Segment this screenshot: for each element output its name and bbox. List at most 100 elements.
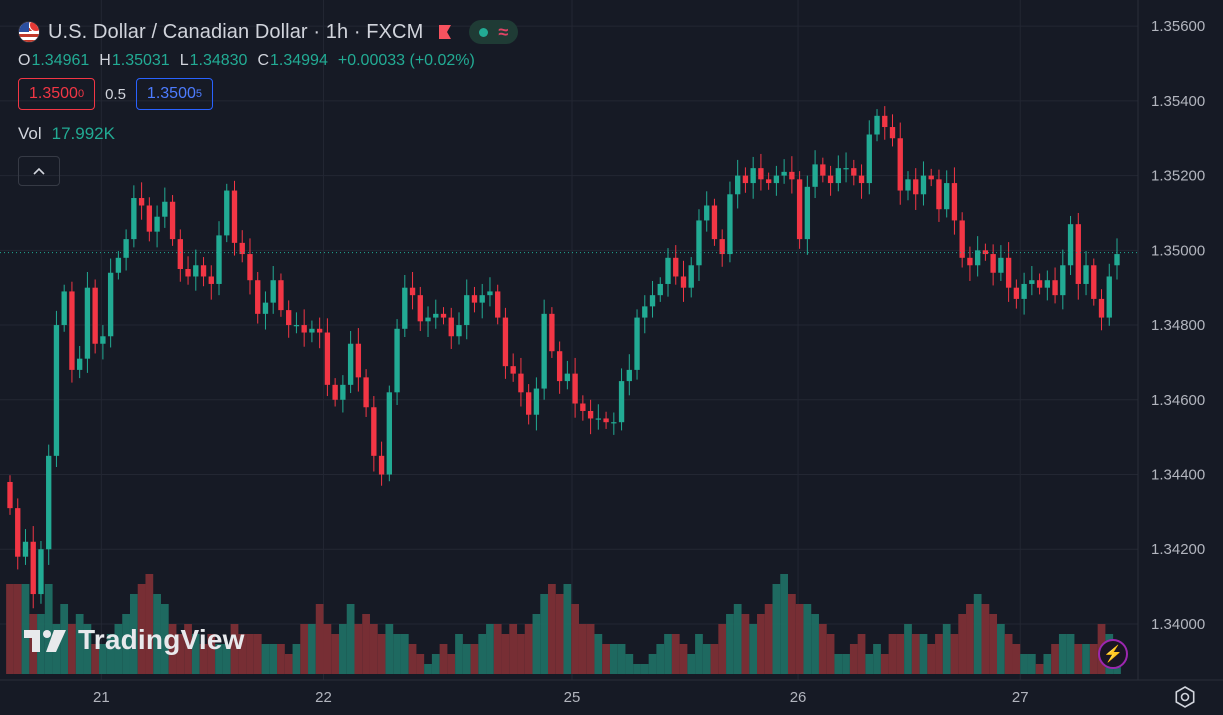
volume-bar <box>486 624 494 674</box>
candle-body <box>719 239 725 255</box>
volume-bar <box>764 604 773 674</box>
volume-bar <box>981 604 990 674</box>
volume-bar <box>354 624 363 674</box>
volume-bar <box>215 644 223 674</box>
volume-bar <box>424 664 432 674</box>
candle-body <box>363 377 369 408</box>
candle-body <box>316 328 323 333</box>
volume-bar <box>60 604 69 674</box>
volume-bar <box>431 654 440 674</box>
candle-body <box>673 257 679 277</box>
candle-body <box>982 250 989 255</box>
candle-body <box>572 373 578 404</box>
candle-body <box>820 164 826 176</box>
tradingview-logo[interactable]: TradingView <box>22 624 245 656</box>
sell-price: 1.3500 <box>29 85 78 102</box>
volume-bar <box>656 644 665 674</box>
candle-body <box>440 313 447 318</box>
volume-bar <box>586 624 595 674</box>
change-value: +0.00033 (+0.02%) <box>337 52 475 69</box>
candle-body <box>618 381 625 423</box>
volume-bar <box>6 584 14 674</box>
red-flag-icon[interactable] <box>437 24 453 40</box>
data-delay-wave-icon: ≈ <box>498 22 509 42</box>
price-axis-background <box>1138 0 1223 680</box>
volume-bar <box>106 634 115 674</box>
candle-body <box>456 325 462 337</box>
volume-bar <box>284 654 293 674</box>
symbol-title-row[interactable]: U.S. Dollar / Canadian Dollar · 1h · FXC… <box>18 18 519 46</box>
candle-body <box>704 205 710 221</box>
volume-bar <box>416 654 425 674</box>
candle-body <box>433 313 439 318</box>
sell-price-pip: 0 <box>77 88 85 100</box>
volume-bar <box>795 604 804 674</box>
volume-bar <box>91 644 100 674</box>
volume-bar <box>857 634 866 674</box>
candle-body <box>471 295 478 303</box>
sell-button[interactable]: 1.3500 0 <box>18 78 96 110</box>
lightning-button[interactable]: ⚡ <box>1098 639 1128 669</box>
volume-bar <box>648 654 657 674</box>
candle-body <box>773 175 780 184</box>
candle-body <box>92 287 98 344</box>
candle-body <box>131 198 137 240</box>
low-value: 1.34830 <box>189 52 248 69</box>
candle-body <box>882 115 888 128</box>
volume-bar <box>919 634 928 674</box>
volume-bar <box>896 634 905 674</box>
volume-bar <box>787 594 796 674</box>
candle-body <box>727 194 733 255</box>
volume-bar <box>122 614 130 674</box>
volume-bar <box>230 624 239 674</box>
volume-bar <box>68 624 76 674</box>
volume-bar <box>849 644 858 674</box>
candle-body <box>742 175 749 184</box>
volume-bar <box>873 644 881 674</box>
candle-body <box>487 291 493 296</box>
candle-body <box>580 403 586 411</box>
volume-bar <box>1066 634 1075 674</box>
volume-bar <box>160 604 169 674</box>
volume-bar <box>315 604 324 674</box>
candle-body <box>858 175 865 184</box>
volume-bar <box>818 624 827 674</box>
candle-body <box>123 239 129 258</box>
time-axis[interactable]: 212225262728 <box>0 679 1223 706</box>
candle-body <box>804 186 811 240</box>
candle-body <box>765 179 772 184</box>
volume-bar <box>377 634 386 674</box>
candle-body <box>611 422 617 424</box>
volume-bar <box>83 624 92 674</box>
chart-settings-icon[interactable] <box>1172 684 1198 710</box>
candle-body <box>1005 257 1012 288</box>
buy-button[interactable]: 1.3500 5 <box>135 78 213 110</box>
candle-body <box>564 373 571 382</box>
candle-body <box>61 291 67 326</box>
candle-body <box>781 171 787 176</box>
candle-body <box>417 295 423 322</box>
candle-body <box>1114 254 1120 266</box>
price-tick-label: 1.35000 <box>1151 242 1205 259</box>
symbol-title[interactable]: U.S. Dollar / Canadian Dollar · 1h · FXC… <box>48 20 424 43</box>
candle-body <box>107 272 114 337</box>
price-axis[interactable]: 1.35600 1.35400 1.35200 1.35000 1.34800 1.346… <box>1137 0 1223 680</box>
collapse-legend-button[interactable] <box>18 156 60 186</box>
volume-bar <box>1004 634 1013 674</box>
candle-body <box>533 388 540 415</box>
date-tick-label: 27 <box>1012 689 1029 706</box>
price-tick-label: 1.34000 <box>1151 616 1205 633</box>
candle-body <box>959 220 965 258</box>
volume-bar <box>718 624 727 674</box>
market-status-pill[interactable]: ≈ <box>469 20 519 44</box>
volume-bar <box>191 634 200 674</box>
candle-body <box>928 175 934 180</box>
ohlc-values: O 1.34961 H 1.35031 L 1.34830 C 1.34994 +0.0… <box>18 52 518 70</box>
candle-body <box>200 265 207 277</box>
volume-bar <box>842 654 850 674</box>
candle-body <box>286 310 292 326</box>
candle-body <box>38 549 44 595</box>
volume-bar <box>710 644 719 674</box>
date-tick-label: 25 <box>564 689 581 706</box>
